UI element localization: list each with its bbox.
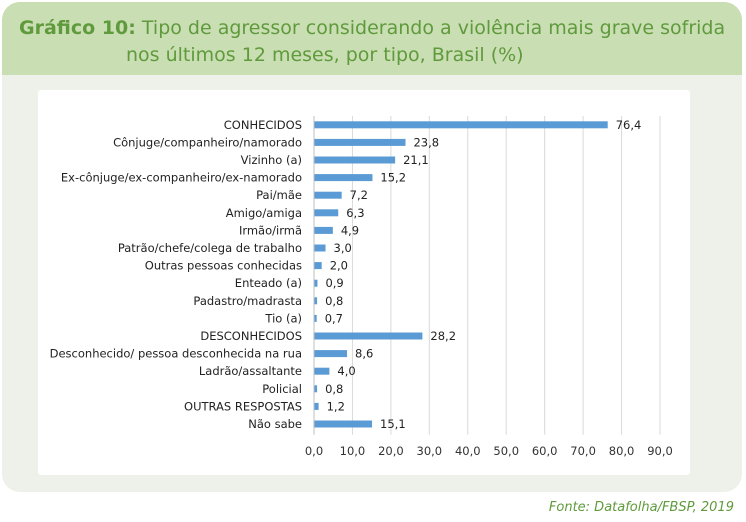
chart-title-line-1: Gráfico 10: Tipo de agressor considerand… [19,17,725,39]
bar [314,279,318,287]
data-label: 23,8 [413,135,439,149]
data-label: 21,1 [403,153,429,167]
bar [314,138,406,146]
category-label: Policial [262,382,302,396]
bar [314,226,333,234]
data-label: 15,1 [380,417,406,431]
category-label: Amigo/amiga [226,206,302,220]
category-label: Ladrão/assaltante [199,364,302,378]
bar [314,367,330,375]
category-label: DESCONHECIDOS [200,329,302,343]
data-label: 8,6 [355,347,373,361]
x-tick-label: 50,0 [493,444,519,458]
category-label: Cônjuge/companheiro/namorado [113,135,302,149]
bar [314,174,373,182]
data-label: 28,2 [430,329,456,343]
x-tick-label: 30,0 [417,444,443,458]
bar [314,332,423,340]
data-label: 4,0 [337,364,355,378]
x-tick-label: 80,0 [609,444,635,458]
data-label: 0,9 [325,276,343,290]
category-label: Patrão/chefe/colega de trabalho [118,241,302,255]
x-tick-label: 90,0 [647,444,673,458]
data-label: 1,2 [327,399,345,413]
chart-title-text: Tipo de agressor considerando a violênci… [141,17,726,39]
category-label: Pai/mãe [256,188,302,202]
data-label: 0,8 [325,382,343,396]
category-label: Irmão/irmã [239,223,302,237]
bar [314,402,319,410]
chart-title-line-2: nos últimos 12 meses, por tipo, Brasil (… [126,44,524,66]
bar [314,262,322,270]
bar [314,385,318,393]
category-label: Desconhecido/ pessoa desconhecida na rua [50,347,302,361]
data-label: 7,2 [350,188,368,202]
bar [314,420,373,428]
x-tick-label: 0,0 [305,444,323,458]
bar [314,314,317,322]
category-label: Padastro/madrasta [193,294,302,308]
x-tick-label: 60,0 [532,444,558,458]
x-tick-label: 40,0 [455,444,481,458]
source-note: Fonte: Datafolha/FBSP, 2019 [548,500,734,515]
category-label: Tio (a) [264,311,302,325]
chart-header [2,2,742,75]
bar [314,244,326,252]
bar [314,209,339,217]
category-label: Não sabe [248,417,302,431]
category-label: Outras pessoas conhecidas [145,259,302,273]
bar [314,297,318,305]
category-label: Vizinho (a) [241,153,302,167]
bar [314,121,608,129]
data-label: 4,9 [341,223,359,237]
plot-panel [38,90,690,475]
data-label: 0,8 [325,294,343,308]
data-label: 15,2 [380,171,406,185]
category-label: OUTRAS RESPOSTAS [184,399,302,413]
x-tick-label: 70,0 [570,444,596,458]
data-label: 2,0 [330,259,348,273]
bar [314,191,342,199]
category-label: Enteado (a) [235,276,302,290]
x-tick-label: 20,0 [378,444,404,458]
data-label: 76,4 [616,118,642,132]
x-tick-label: 10,0 [340,444,366,458]
data-label: 6,3 [346,206,364,220]
data-label: 3,0 [334,241,352,255]
category-label: CONHECIDOS [224,118,302,132]
bar [314,156,396,164]
chart-number: Gráfico 10: [19,17,136,39]
bar [314,350,348,358]
data-label: 0,7 [325,311,343,325]
category-label: Ex-cônjuge/ex-companheiro/ex-namorado [61,171,302,185]
